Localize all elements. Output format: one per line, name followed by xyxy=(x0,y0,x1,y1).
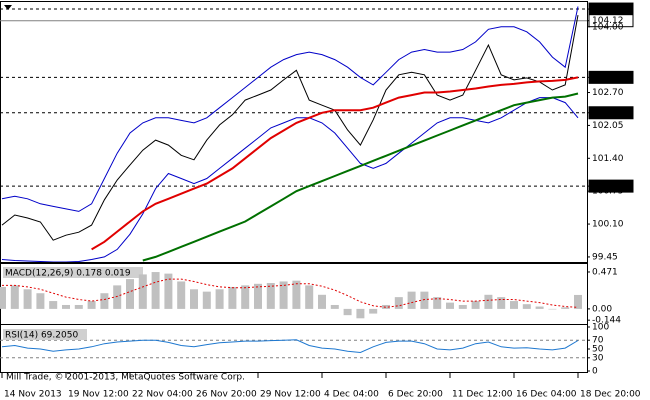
macd-bar xyxy=(471,301,480,309)
macd-bar xyxy=(484,294,493,309)
macd-bar xyxy=(292,280,301,309)
macd-bar xyxy=(100,293,109,309)
x-tick-label: 16 Dec 04:00 xyxy=(516,390,577,400)
y-tick-label: 70 xyxy=(592,336,604,346)
macd-bar xyxy=(23,289,32,309)
indicator-title-box xyxy=(3,329,87,340)
macd-bar xyxy=(36,293,45,309)
series-line xyxy=(1,15,579,241)
indicator-title: MACD(12,26,9) 0.178 0.019 xyxy=(5,269,131,279)
y-tick-label: 99.45 xyxy=(592,252,618,262)
price-label-box xyxy=(588,179,634,193)
x-tick-label: 18 Dec 20:00 xyxy=(580,390,641,400)
y-tick-label: 100.10 xyxy=(592,220,624,230)
macd-bar xyxy=(10,285,19,309)
series-line xyxy=(91,76,579,251)
y-tick-label: 0.00 xyxy=(592,304,612,314)
macd-bar xyxy=(548,308,557,310)
macd-bar xyxy=(190,289,198,309)
y-tick-label: 102.05 xyxy=(592,121,624,131)
macd-bar xyxy=(138,274,147,309)
y-tick-label: 100 xyxy=(592,323,609,333)
marker xyxy=(4,5,12,10)
macd-bar xyxy=(318,294,326,309)
macd-bar xyxy=(177,281,186,309)
macd-bar xyxy=(561,307,570,309)
macd-bar xyxy=(164,273,173,309)
y-tick-label: 30 xyxy=(592,353,604,363)
indicator-title: RSI(14) 69.2050 xyxy=(5,331,78,341)
macd-bar xyxy=(113,285,122,309)
y-tick-label: 103.00 xyxy=(592,73,624,83)
price-label-box xyxy=(588,14,634,28)
y-tick-label: 104.12 xyxy=(592,16,624,26)
panel-frame xyxy=(0,1,588,264)
y-tick-label: 100.85 xyxy=(592,182,624,192)
macd-bar xyxy=(535,306,544,309)
y-tick-label: 0 xyxy=(592,367,598,377)
y-tick-label: 50 xyxy=(592,345,604,355)
macd-bar xyxy=(279,281,288,309)
macd-bar xyxy=(215,289,224,309)
x-tick-label: 26 Nov 20:00 xyxy=(196,390,257,400)
x-tick-label: 4 Dec 04:00 xyxy=(324,390,379,400)
y-tick-label: 102.30 xyxy=(592,108,624,118)
macd-bar xyxy=(510,301,518,309)
macd-bar xyxy=(330,304,339,309)
macd-bar xyxy=(382,304,390,309)
macd-bar xyxy=(202,291,211,309)
macd-bar xyxy=(266,283,275,309)
macd-bar xyxy=(446,302,454,309)
y-tick-label: 104.35 xyxy=(592,5,624,15)
macd-bar xyxy=(49,301,58,309)
macd-bar xyxy=(574,294,582,309)
macd-bar xyxy=(74,304,83,309)
indicator-title-box xyxy=(3,267,143,278)
macd-bar xyxy=(497,297,506,309)
macd-bar xyxy=(356,308,365,319)
macd-bar xyxy=(522,304,531,309)
y-tick-label: 104.00 xyxy=(592,22,624,32)
macd-bar xyxy=(254,283,262,309)
footer: Mill Trade, © 2001-2013, MetaQuotes Soft… xyxy=(6,373,245,383)
x-tick-label: 11 Dec 12:00 xyxy=(452,390,513,400)
macd-bar xyxy=(87,301,96,309)
y-tick-label: 0.471 xyxy=(592,267,618,277)
y-tick-label: 102.70 xyxy=(592,88,624,98)
x-tick-label: 14 Nov 2013 xyxy=(4,390,62,400)
macd-bar xyxy=(394,297,403,309)
macd-bar xyxy=(126,279,134,309)
y-tick-label: 101.40 xyxy=(592,154,624,164)
signal-line xyxy=(2,278,579,308)
y-tick-label: 100.75 xyxy=(592,187,624,197)
macd-bar xyxy=(151,272,160,309)
series-line xyxy=(1,97,579,263)
price-label-box xyxy=(588,70,634,84)
x-tick-label: 6 Dec 20:00 xyxy=(388,390,443,400)
macd-bar xyxy=(407,291,416,309)
y-tick-label: -0.144 xyxy=(592,316,621,326)
series-line xyxy=(1,339,579,354)
macd-bar xyxy=(0,286,6,309)
series-line xyxy=(1,6,579,212)
macd-bar xyxy=(305,285,314,309)
price-label-box xyxy=(588,106,634,120)
macd-bar xyxy=(420,291,429,309)
macd-bar xyxy=(433,297,442,309)
x-tick-label: 22 Nov 04:00 xyxy=(132,390,193,400)
macd-bar xyxy=(62,304,70,309)
x-tick-label: 19 Nov 12:00 xyxy=(68,390,129,400)
macd-bar xyxy=(228,286,237,309)
macd-bar xyxy=(343,308,352,316)
series-line xyxy=(142,92,579,262)
x-tick-label: 29 Nov 12:00 xyxy=(260,390,321,400)
macd-bar xyxy=(458,304,467,309)
macd-bar xyxy=(369,308,378,314)
macd-bar xyxy=(241,285,250,309)
